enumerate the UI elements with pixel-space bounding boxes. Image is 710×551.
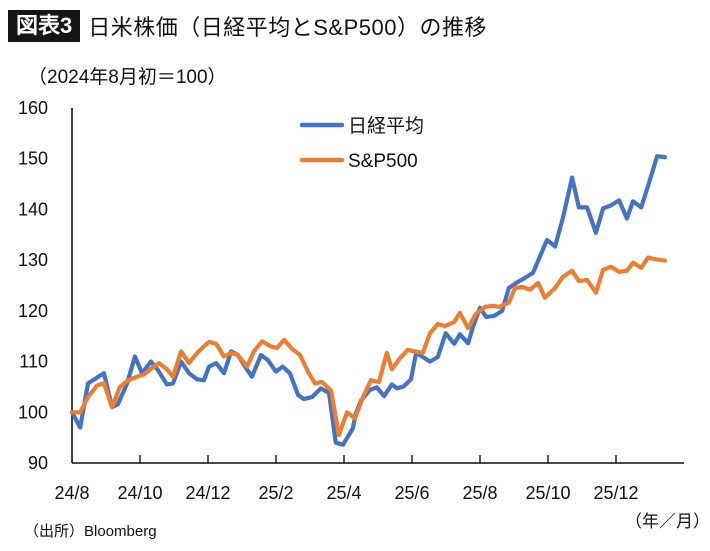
axes: 90 100 110 120 130 140 150 160 24/8 24/10 24/12 25/… — [18, 98, 684, 503]
figure-badge: 図表3 — [8, 10, 81, 42]
legend: 日経平均 S&P500 — [299, 115, 424, 172]
x-tick-label: 25/4 — [326, 483, 361, 503]
y-tick-label: 100 — [18, 402, 48, 422]
chart-title: 日米株価（日経平均とS&P500）の推移 — [88, 15, 487, 40]
x-tick-label: 24/8 — [54, 483, 89, 503]
legend-label-nikkei: 日経平均 — [348, 115, 424, 137]
x-tick-label: 24/12 — [185, 483, 230, 503]
y-tick-label: 110 — [19, 352, 48, 372]
chart-header: 図表3 日米株価（日経平均とS&P500）の推移 — [8, 10, 487, 42]
series-line-sp500 — [69, 255, 668, 438]
source-note: （出所）Bloomberg — [24, 523, 157, 540]
x-tick-label: 25/12 — [593, 483, 638, 503]
y-tick-label: 90 — [28, 453, 48, 473]
x-tick-label: 25/8 — [462, 483, 497, 503]
x-tick-label: 25/2 — [258, 483, 293, 503]
legend-label-sp500: S&P500 — [348, 151, 418, 172]
y-tick-label: 130 — [18, 250, 48, 270]
x-axis-unit: （年／月） — [625, 512, 710, 531]
y-tick-label: 160 — [18, 98, 48, 118]
y-tick-label: 140 — [18, 199, 48, 219]
y-tick-label: 120 — [18, 301, 48, 321]
x-tick-label: 24/10 — [117, 483, 162, 503]
y-tick-label: 150 — [18, 149, 48, 169]
unit-note: （2024年8月初＝100） — [28, 67, 227, 88]
series-lines — [69, 154, 668, 447]
x-tick-label: 25/10 — [525, 483, 570, 503]
x-tick-label: 25/6 — [394, 483, 429, 503]
series-line-nikkei — [69, 154, 668, 447]
